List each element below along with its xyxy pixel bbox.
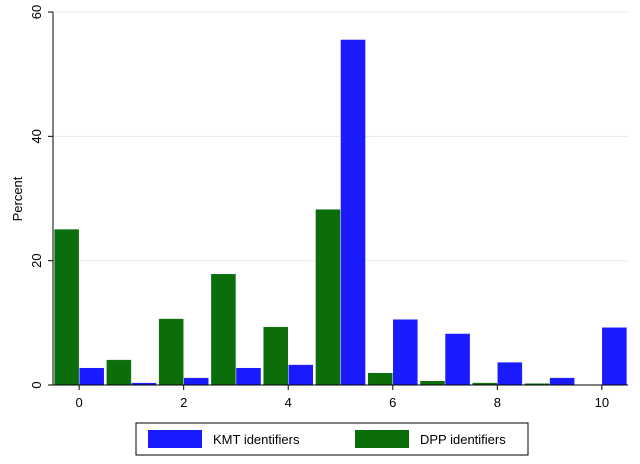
bar-dpp-4 bbox=[263, 326, 288, 386]
y-tick-label-60: 60 bbox=[29, 5, 44, 19]
bar-kmt-9 bbox=[549, 377, 575, 386]
bar-dpp-0 bbox=[54, 229, 79, 386]
bars bbox=[54, 39, 627, 386]
bar-kmt-0 bbox=[79, 367, 104, 386]
y-tick-label-20: 20 bbox=[29, 253, 44, 267]
y-ticks: 0 20 40 60 bbox=[29, 5, 53, 389]
legend-swatch-kmt bbox=[148, 430, 202, 448]
legend-swatch-dpp bbox=[355, 430, 409, 448]
y-tick-label-40: 40 bbox=[29, 129, 44, 143]
bar-dpp-6 bbox=[367, 372, 393, 386]
y-axis-label: Percent bbox=[10, 176, 25, 221]
bar-dpp-7 bbox=[420, 381, 445, 386]
bar-kmt-8 bbox=[497, 362, 523, 386]
x-tick-label-8: 8 bbox=[494, 395, 501, 410]
legend: KMT identifiers DPP identifiers bbox=[135, 422, 529, 456]
bar-dpp-3 bbox=[211, 274, 236, 386]
bar-kmt-4 bbox=[288, 364, 314, 386]
axes bbox=[52, 12, 628, 386]
bar-dpp-2 bbox=[158, 318, 184, 386]
bar-kmt-6 bbox=[393, 319, 418, 386]
y-tick-label-0: 0 bbox=[29, 381, 44, 388]
bar-kmt-10 bbox=[602, 327, 627, 386]
bar-dpp-5 bbox=[315, 209, 341, 386]
bar-kmt-2 bbox=[183, 377, 209, 386]
legend-label-kmt: KMT identifiers bbox=[213, 432, 300, 447]
x-tick-label-4: 4 bbox=[285, 395, 292, 410]
bar-kmt-5 bbox=[340, 39, 366, 386]
x-tick-label-10: 10 bbox=[595, 395, 609, 410]
bar-kmt-3 bbox=[236, 367, 261, 386]
x-tick-label-0: 0 bbox=[76, 395, 83, 410]
x-tick-label-6: 6 bbox=[389, 395, 396, 410]
bar-dpp-1 bbox=[106, 359, 132, 386]
gridlines bbox=[53, 11, 628, 262]
x-ticks: 0 2 4 6 8 10 bbox=[76, 385, 609, 410]
bar-kmt-7 bbox=[445, 333, 470, 386]
x-tick-label-2: 2 bbox=[180, 395, 187, 410]
legend-label-dpp: DPP identifiers bbox=[420, 432, 506, 447]
